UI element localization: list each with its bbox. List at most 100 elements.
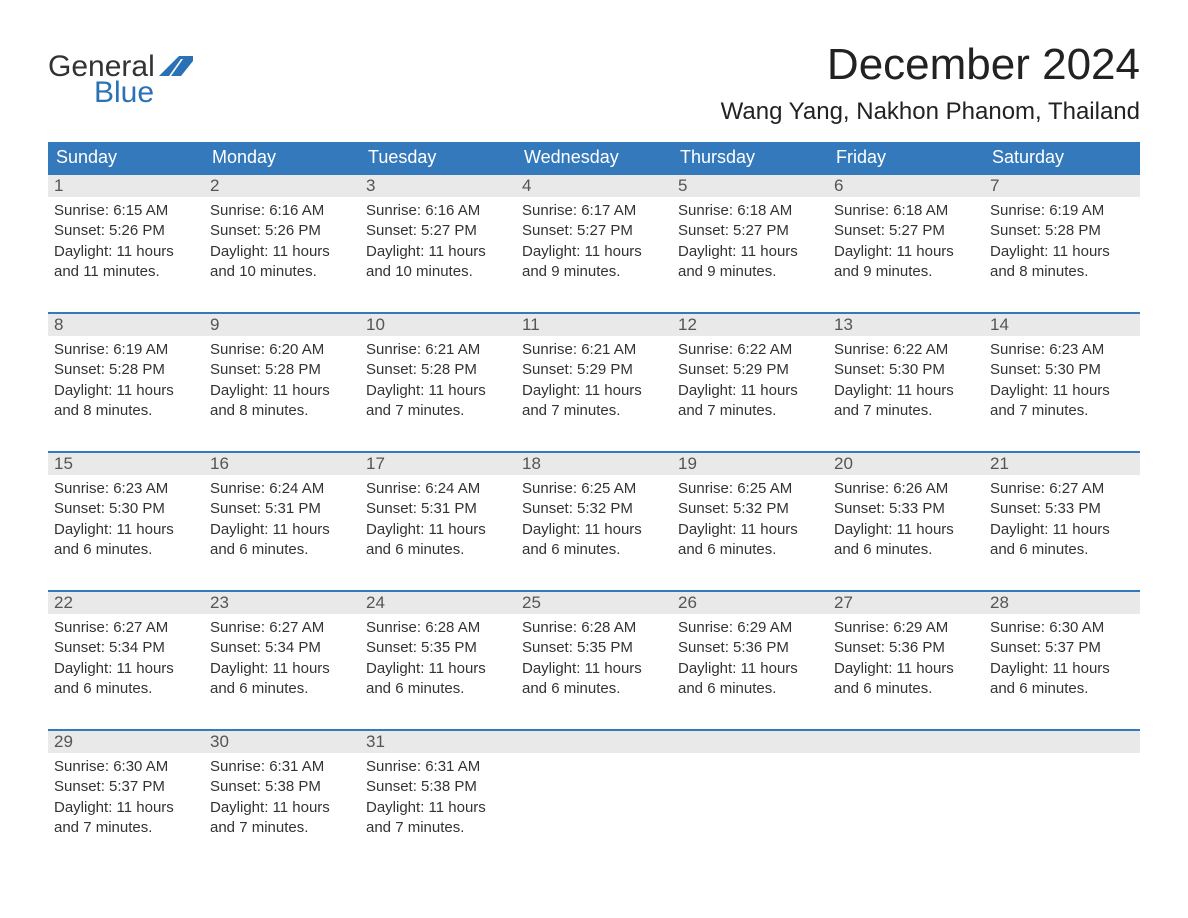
sunrise-line: Sunrise: 6:20 AM <box>210 340 354 360</box>
sunset-line: Sunset: 5:28 PM <box>54 360 198 380</box>
daylight-line: and 6 minutes. <box>834 540 978 560</box>
sunset-line: Sunset: 5:29 PM <box>678 360 822 380</box>
sunset-line: Sunset: 5:27 PM <box>834 221 978 241</box>
sunrise-line: Sunrise: 6:27 AM <box>990 479 1134 499</box>
day-cell: Sunrise: 6:21 AMSunset: 5:29 PMDaylight:… <box>516 336 672 427</box>
day-cell: Sunrise: 6:24 AMSunset: 5:31 PMDaylight:… <box>204 475 360 566</box>
sunset-line: Sunset: 5:30 PM <box>54 499 198 519</box>
daylight-line: and 6 minutes. <box>210 540 354 560</box>
day-number: 26 <box>672 592 828 614</box>
daylight-line: Daylight: 11 hours <box>366 520 510 540</box>
daylight-line: and 6 minutes. <box>990 679 1134 699</box>
daylight-line: Daylight: 11 hours <box>678 659 822 679</box>
daylight-line: and 9 minutes. <box>678 262 822 282</box>
day-number: 24 <box>360 592 516 614</box>
sunset-line: Sunset: 5:27 PM <box>366 221 510 241</box>
day-label-fri: Friday <box>828 142 984 173</box>
sunset-line: Sunset: 5:27 PM <box>678 221 822 241</box>
sunrise-line: Sunrise: 6:28 AM <box>522 618 666 638</box>
day-number: 14 <box>984 314 1140 336</box>
day-number: 29 <box>48 731 204 753</box>
day-number: 6 <box>828 175 984 197</box>
logo: General Blue <box>48 50 193 110</box>
day-cell: Sunrise: 6:30 AMSunset: 5:37 PMDaylight:… <box>984 614 1140 705</box>
day-number: 11 <box>516 314 672 336</box>
day-number-row: 891011121314 <box>48 314 1140 336</box>
daylight-line: Daylight: 11 hours <box>54 798 198 818</box>
day-number: 23 <box>204 592 360 614</box>
daylight-line: Daylight: 11 hours <box>54 520 198 540</box>
day-cell: Sunrise: 6:31 AMSunset: 5:38 PMDaylight:… <box>204 753 360 844</box>
day-number: 22 <box>48 592 204 614</box>
sunrise-line: Sunrise: 6:22 AM <box>834 340 978 360</box>
daylight-line: and 6 minutes. <box>678 679 822 699</box>
day-label-mon: Monday <box>204 142 360 173</box>
day-number: 16 <box>204 453 360 475</box>
day-cell: Sunrise: 6:21 AMSunset: 5:28 PMDaylight:… <box>360 336 516 427</box>
day-number-row: 1234567 <box>48 175 1140 197</box>
sunrise-line: Sunrise: 6:31 AM <box>210 757 354 777</box>
sunrise-line: Sunrise: 6:16 AM <box>366 201 510 221</box>
daylight-line: and 9 minutes. <box>522 262 666 282</box>
day-cell: Sunrise: 6:20 AMSunset: 5:28 PMDaylight:… <box>204 336 360 427</box>
sunrise-line: Sunrise: 6:18 AM <box>678 201 822 221</box>
week: 293031Sunrise: 6:30 AMSunset: 5:37 PMDay… <box>48 729 1140 844</box>
day-label-tue: Tuesday <box>360 142 516 173</box>
sunset-line: Sunset: 5:31 PM <box>366 499 510 519</box>
day-number <box>984 731 1140 753</box>
week-header: Sunday Monday Tuesday Wednesday Thursday… <box>48 142 1140 173</box>
sunset-line: Sunset: 5:26 PM <box>210 221 354 241</box>
daylight-line: and 7 minutes. <box>54 818 198 838</box>
daylight-line: and 6 minutes. <box>54 679 198 699</box>
sunrise-line: Sunrise: 6:25 AM <box>522 479 666 499</box>
sunset-line: Sunset: 5:38 PM <box>210 777 354 797</box>
day-number: 3 <box>360 175 516 197</box>
day-number <box>516 731 672 753</box>
daylight-line: and 6 minutes. <box>366 540 510 560</box>
day-cell: Sunrise: 6:31 AMSunset: 5:38 PMDaylight:… <box>360 753 516 844</box>
sunrise-line: Sunrise: 6:19 AM <box>54 340 198 360</box>
sunset-line: Sunset: 5:36 PM <box>678 638 822 658</box>
sunset-line: Sunset: 5:37 PM <box>990 638 1134 658</box>
week: 15161718192021Sunrise: 6:23 AMSunset: 5:… <box>48 451 1140 566</box>
day-cell: Sunrise: 6:25 AMSunset: 5:32 PMDaylight:… <box>672 475 828 566</box>
daylight-line: Daylight: 11 hours <box>990 242 1134 262</box>
header: General Blue December 2024 Wang Yang, Na… <box>48 40 1140 136</box>
daylight-line: Daylight: 11 hours <box>366 242 510 262</box>
sunset-line: Sunset: 5:33 PM <box>834 499 978 519</box>
day-body-row: Sunrise: 6:15 AM Sunset: 5:26 PM Daylight:… <box>48 197 1140 288</box>
daylight-line: and 10 minutes. <box>210 262 354 282</box>
daylight-line: and 11 minutes. <box>54 262 198 282</box>
daylight-line: Daylight: 11 hours <box>678 242 822 262</box>
day-number-row: 293031 <box>48 731 1140 753</box>
sunset-line: Sunset: 5:37 PM <box>54 777 198 797</box>
daylight-line: and 6 minutes. <box>834 679 978 699</box>
day-number: 20 <box>828 453 984 475</box>
sunset-line: Sunset: 5:32 PM <box>678 499 822 519</box>
daylight-line: and 7 minutes. <box>522 401 666 421</box>
logo-word-blue: Blue <box>94 76 154 110</box>
daylight-line: Daylight: 11 hours <box>990 659 1134 679</box>
day-cell: Sunrise: 6:19 AMSunset: 5:28 PMDaylight:… <box>48 336 204 427</box>
sunrise-line: Sunrise: 6:29 AM <box>678 618 822 638</box>
daylight-line: and 6 minutes. <box>522 679 666 699</box>
day-body-row: Sunrise: 6:19 AMSunset: 5:28 PM Daylight:… <box>48 336 1140 427</box>
day-cell <box>672 753 828 844</box>
day-cell: Sunrise: 6:23 AMSunset: 5:30 PMDaylight:… <box>48 475 204 566</box>
daylight-line: Daylight: 11 hours <box>678 381 822 401</box>
sunrise-line: Sunrise: 6:17 AM <box>522 201 666 221</box>
day-cell: Sunrise: 6:29 AMSunset: 5:36 PMDaylight:… <box>828 614 984 705</box>
day-number: 15 <box>48 453 204 475</box>
sunrise-line: Sunrise: 6:27 AM <box>54 618 198 638</box>
daylight-line: and 6 minutes. <box>210 679 354 699</box>
daylight-line: Daylight: 11 hours <box>522 520 666 540</box>
daylight-line: Daylight: 11 hours <box>366 798 510 818</box>
location: Wang Yang, Nakhon Phanom, Thailand <box>721 98 1140 126</box>
day-number: 28 <box>984 592 1140 614</box>
daylight-line: and 7 minutes. <box>210 818 354 838</box>
day-cell: Sunrise: 6:15 AMSunset: 5:26 PMDaylight:… <box>48 197 204 288</box>
sunrise-line: Sunrise: 6:19 AM <box>990 201 1134 221</box>
day-number: 7 <box>984 175 1140 197</box>
sunrise-line: Sunrise: 6:15 AM <box>54 201 198 221</box>
day-number-row: 22232425262728 <box>48 592 1140 614</box>
